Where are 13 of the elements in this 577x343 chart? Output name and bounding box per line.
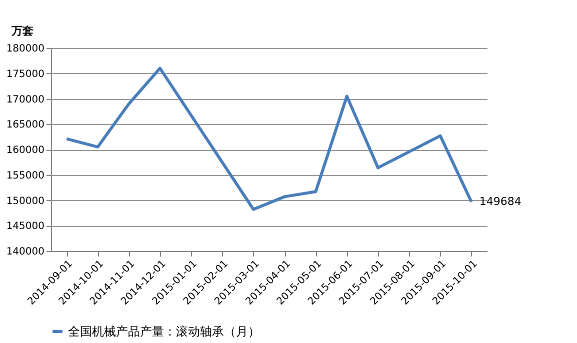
y-tick-label: 175000 [6, 68, 44, 80]
y-tick-label: 155000 [6, 170, 44, 182]
legend-label: 全国机械产品产量：滚动轴承（月） [68, 324, 260, 338]
y-tick-label: 165000 [6, 120, 44, 131]
y-tick-label: 170000 [6, 94, 44, 106]
y-tick-label: 160000 [6, 145, 44, 156]
y-tick-label: 180000 [6, 44, 44, 54]
data-label: 149684 [479, 194, 522, 208]
line-series [65, 66, 473, 211]
y-axis-title: 万套 [10, 24, 34, 38]
y-tick-label: 150000 [6, 196, 44, 207]
y-tick-label: 145000 [6, 221, 44, 232]
y-tick-label: 140000 [6, 246, 44, 258]
